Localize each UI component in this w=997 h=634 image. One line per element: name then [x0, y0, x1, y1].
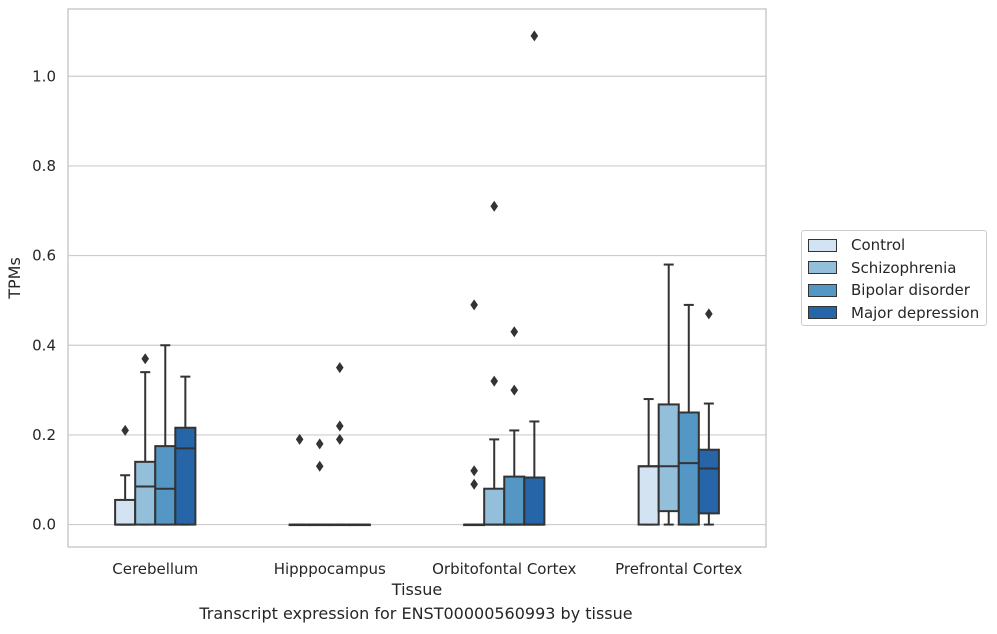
box-control [288, 433, 311, 527]
box-bipolar-disorder [328, 362, 351, 527]
box-schizophrenia [308, 438, 331, 527]
box-schizophrenia [483, 200, 506, 526]
outlier-point [335, 362, 344, 374]
legend-swatch [808, 261, 837, 274]
legend: Control Schizophrenia Bipolar disorder Majo… [801, 230, 987, 326]
box-schizophrenia [657, 263, 680, 526]
box [154, 445, 177, 526]
box [503, 475, 526, 526]
plot-frame [67, 8, 767, 548]
x-tick-label: Hipppocampus [274, 560, 386, 578]
legend-item: Major depression [808, 303, 979, 323]
box [697, 448, 720, 515]
legend-item: Bipolar disorder [808, 280, 970, 300]
legend-swatch [808, 238, 837, 252]
legend-swatch [808, 283, 837, 297]
legend-item: Control [808, 235, 905, 255]
x-tick-labels: Cerebellum Hipppocampus Orbitofontal Corte… [112, 560, 742, 578]
box-series [114, 30, 720, 527]
outlier-point [335, 433, 344, 445]
y-axis-label: TPMs [5, 257, 24, 300]
box [657, 403, 680, 513]
outlier-point [335, 420, 344, 432]
box-control [637, 398, 660, 526]
box-control [463, 299, 486, 527]
outlier-point [470, 299, 478, 311]
outlier-point [490, 200, 499, 212]
box [114, 498, 137, 526]
outlier-point [510, 326, 519, 338]
y-tick-label: 0.2 [32, 426, 56, 444]
y-tick-label: 0.4 [32, 336, 56, 354]
legend-swatch [808, 306, 837, 319]
outlier-point [470, 478, 478, 490]
box-major-depression [697, 308, 720, 526]
box-bipolar-disorder [154, 344, 177, 526]
y-tick-label: 0.6 [32, 247, 56, 265]
x-axis-label: Tissue [391, 580, 442, 599]
box-major-depression [174, 375, 197, 526]
box [677, 411, 700, 526]
box [174, 426, 197, 526]
y-tick-label: 0.8 [32, 157, 56, 175]
box-major-depression [348, 523, 371, 527]
box-bipolar-disorder [503, 326, 526, 526]
x-tick-label: Cerebellum [112, 560, 198, 578]
outlier-point [510, 384, 519, 396]
legend-label: Major depression [851, 303, 980, 322]
box [523, 476, 546, 526]
box-schizophrenia [134, 353, 157, 526]
box-major-depression [523, 30, 546, 526]
y-tick-label: 0.0 [32, 516, 56, 534]
legend-label: Control [851, 236, 906, 254]
outlier-point [470, 465, 478, 477]
box-bipolar-disorder [677, 303, 700, 526]
legend-label: Schizophrenia [851, 258, 957, 277]
outlier-point [141, 353, 150, 365]
outlier-point [121, 424, 129, 436]
box [134, 460, 157, 526]
outlier-point [315, 460, 324, 472]
box [483, 487, 506, 526]
y-tick-label: 1.0 [32, 67, 56, 85]
outlier-point [315, 438, 324, 450]
x-tick-label: Prefrontal Cortex [615, 560, 742, 578]
legend-label: Bipolar disorder [851, 281, 970, 299]
box [637, 465, 660, 526]
outlier-point [490, 375, 499, 387]
outlier-point [705, 308, 713, 320]
box-control [114, 424, 137, 526]
y-tick-labels: 0.0 0.2 0.4 0.6 0.8 1.0 [32, 67, 56, 533]
legend-item: Schizophrenia [808, 258, 956, 278]
outlier-point [530, 30, 539, 42]
outlier-point [295, 433, 304, 445]
chart-caption: Transcript expression for ENST0000056099… [199, 604, 633, 623]
x-tick-label: Orbitofontal Cortex [432, 560, 576, 578]
